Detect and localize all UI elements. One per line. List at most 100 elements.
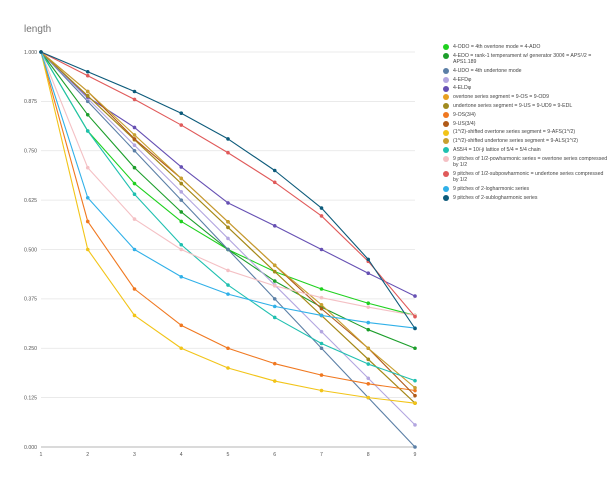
y-tick-label: 0.625 <box>24 198 37 204</box>
data-point <box>366 257 371 262</box>
data-point <box>179 242 184 247</box>
data-point <box>319 346 324 351</box>
legend-swatch <box>443 194 449 201</box>
y-tick-label: 0.750 <box>24 149 37 155</box>
legend-item[interactable]: overtone series segment = 9-OS = 9-OD9 <box>443 94 608 101</box>
series-6 <box>39 50 417 405</box>
data-point <box>319 313 324 318</box>
data-point <box>132 217 137 221</box>
data-point <box>272 263 277 268</box>
legend-item[interactable]: 9-US(3/4) <box>443 121 608 127</box>
legend-swatch <box>443 94 449 101</box>
data-point <box>226 366 230 370</box>
data-point <box>272 284 277 288</box>
data-point <box>413 423 417 427</box>
data-point <box>413 326 417 331</box>
data-point <box>132 133 137 137</box>
legend-item[interactable]: (1^/2)-shifted undertone series segment … <box>443 138 608 145</box>
data-point <box>85 94 90 98</box>
data-point <box>272 224 277 228</box>
data-point <box>413 346 417 351</box>
legend-item[interactable]: (1^/2)-shifted overtone series segment =… <box>443 129 608 136</box>
x-tick-label: 3 <box>133 452 136 458</box>
legend-label: 9-OS(3/4) <box>453 111 476 118</box>
series-15 <box>39 50 417 331</box>
data-point <box>226 346 230 351</box>
legend-label: 4-EFDφ <box>453 76 472 83</box>
data-point <box>272 180 277 185</box>
legend-item[interactable]: 4-UDO = 4th undertone mode <box>443 68 608 74</box>
series-13 <box>39 50 417 319</box>
chart-title: length <box>24 24 52 35</box>
x-tick-label: 2 <box>86 452 89 458</box>
legend-swatch <box>443 67 449 74</box>
legend-item[interactable]: 9-OS(3/4) <box>443 112 608 118</box>
data-point <box>413 378 417 383</box>
data-point <box>179 323 184 328</box>
legend-item[interactable]: 4-ODO = 4th overtone mode = 4-ADO <box>443 44 608 51</box>
series-layer <box>39 50 417 449</box>
y-tick-label: 0.375 <box>24 297 37 303</box>
legend-label: 9 pitches of 1/2-subpowharmonic = undert… <box>453 170 604 183</box>
legend-item[interactable]: 4-EDO = rank-1 temperament w/ generator … <box>443 53 608 65</box>
data-point <box>39 50 43 54</box>
data-point <box>366 327 371 332</box>
legend-label: 9 pitches of 1/2-powharmonic series = ov… <box>453 155 608 168</box>
legend-swatch <box>443 155 449 162</box>
data-point <box>272 297 277 301</box>
data-point <box>179 176 184 181</box>
legend-item[interactable]: 4-ELDφ <box>443 85 608 92</box>
legend-label: (1^/2)-shifted overtone series segment =… <box>453 129 576 136</box>
data-point <box>319 247 324 252</box>
legend-label: 4-ODO = 4th overtone mode = 4-ADO <box>453 44 541 50</box>
data-point <box>179 274 184 279</box>
data-point <box>366 362 371 366</box>
data-point <box>413 294 417 298</box>
legend-swatch <box>443 52 449 59</box>
data-point <box>85 165 90 170</box>
legend-item[interactable]: 9 pitches of 2-logharmonic series <box>443 186 608 192</box>
data-point <box>85 219 90 224</box>
data-point <box>366 320 371 325</box>
data-point <box>272 304 277 309</box>
legend-swatch <box>443 170 449 177</box>
y-tick-label: 1.000 <box>24 50 37 56</box>
data-point <box>366 395 371 400</box>
legend-label: 4-ELDφ <box>453 85 472 92</box>
x-tick-label: 9 <box>414 452 417 458</box>
data-point <box>132 89 137 94</box>
data-point <box>413 393 417 398</box>
data-point <box>132 192 137 196</box>
data-point <box>179 111 184 116</box>
data-point <box>85 247 90 252</box>
legend-item[interactable]: AS5/4 = 10/-ji lattice of 5/4 = 5/4 chai… <box>443 147 608 154</box>
data-point <box>132 143 137 148</box>
y-tick-label: 0.125 <box>24 395 37 401</box>
data-point <box>85 89 90 94</box>
data-point <box>132 137 137 141</box>
legend-swatch <box>443 147 449 154</box>
legend-swatch <box>443 44 449 51</box>
legend-label: (1^/2)-shifted undertone series segment … <box>453 138 578 145</box>
legend-item[interactable]: 9 pitches of 1/2-subpowharmonic = undert… <box>443 171 608 183</box>
data-point <box>226 201 230 205</box>
data-point <box>319 306 324 311</box>
data-point <box>132 165 137 170</box>
data-point <box>132 148 137 153</box>
y-tick-label: 0.250 <box>24 346 37 352</box>
x-tick-label: 1 <box>40 452 43 458</box>
data-point <box>179 181 184 186</box>
data-point <box>413 445 417 449</box>
legend: 4-ODO = 4th overtone mode = 4-ADO 4-EDO =… <box>443 44 608 203</box>
x-tick-label: 4 <box>180 452 183 458</box>
legend-item[interactable]: undertone series segment = 9-US = 9-UD9 … <box>443 103 608 110</box>
data-point <box>319 341 324 346</box>
legend-item[interactable]: 9 pitches of 1/2-powharmonic series = ov… <box>443 156 608 168</box>
legend-item[interactable]: 9 pitches of 2-sublogharmonic series <box>443 195 608 201</box>
data-point <box>366 301 371 306</box>
data-point <box>366 382 371 386</box>
legend-item[interactable]: 4-EFDφ <box>443 77 608 83</box>
legend-label: 4-EDO = rank-1 temperament w/ generator … <box>453 52 592 65</box>
series-3 <box>39 50 417 427</box>
